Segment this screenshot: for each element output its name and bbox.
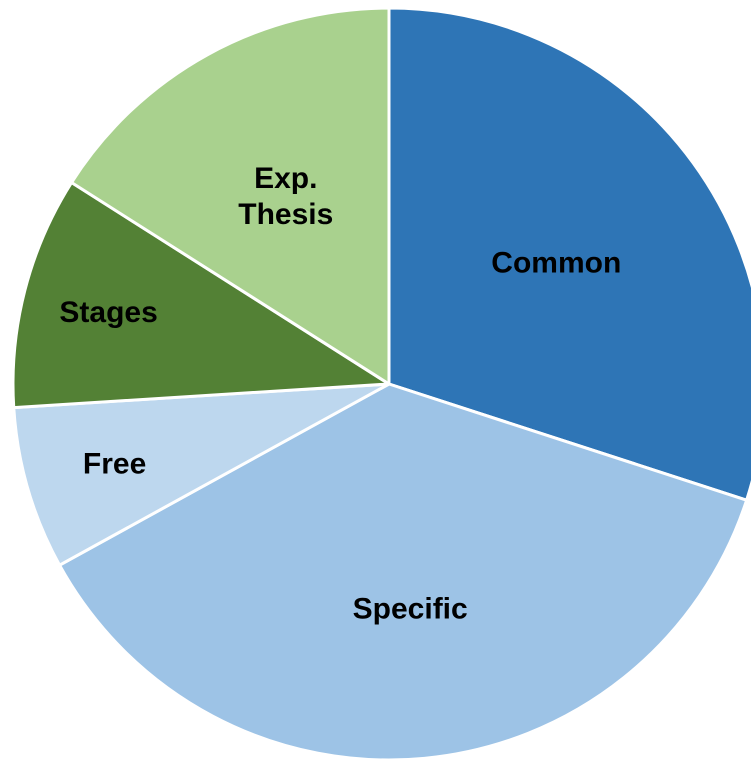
pie-label-line: Common xyxy=(491,246,621,279)
pie-slice-free xyxy=(12,382,391,567)
pie-label-line: Stages xyxy=(59,296,157,329)
pie-slices xyxy=(11,6,751,760)
pie-label-line: Free xyxy=(83,448,146,481)
pie-label-line: Specific xyxy=(353,593,468,626)
pie-labels: Common Specific Free Stages Exp. Thesis xyxy=(59,162,621,625)
pie-label-specific: Specific xyxy=(353,593,468,626)
pie-label-stages: Stages xyxy=(59,296,157,329)
pie-label-exp-thesis: Exp. Thesis xyxy=(238,162,333,231)
pie-label-common: Common xyxy=(491,246,621,279)
pie-slice-common xyxy=(387,6,751,502)
pie-slice-stages xyxy=(11,181,391,410)
pie-slice-specific xyxy=(58,382,749,760)
pie-label-free: Free xyxy=(83,448,146,481)
pie-slice-exp-thesis xyxy=(70,6,391,386)
pie-label-line: Thesis xyxy=(238,198,333,231)
pie-label-line: Exp. xyxy=(254,162,317,195)
